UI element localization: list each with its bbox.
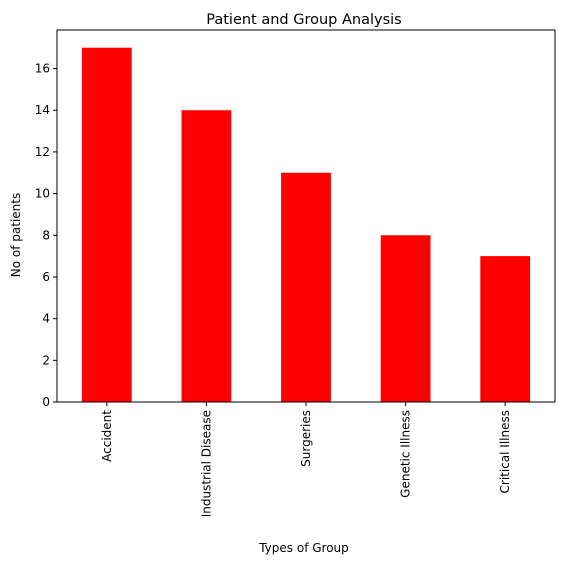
y-tick-label: 16 xyxy=(35,62,50,76)
bar-surgeries xyxy=(281,172,331,402)
x-tick-label: Genetic Illness xyxy=(399,410,413,498)
y-tick-label: 10 xyxy=(35,187,50,201)
bar-industrial-disease xyxy=(181,110,232,403)
bars-layer xyxy=(81,47,531,403)
x-tick-label: Surgeries xyxy=(299,410,313,467)
y-tick-label: 4 xyxy=(42,312,50,326)
y-tick-label: 0 xyxy=(42,395,50,409)
y-tick-label: 2 xyxy=(42,353,50,367)
x-tick-label: Industrial Disease xyxy=(199,410,213,517)
y-axis-title: No of patients xyxy=(9,193,23,277)
x-axis-title: Types of Group xyxy=(258,541,349,555)
y-axis-ticks: 0 2 4 6 8 10 12 14 16 xyxy=(35,62,57,409)
plot-frame xyxy=(56,29,556,403)
y-tick-label: 6 xyxy=(42,270,50,284)
y-tick-label: 12 xyxy=(35,145,50,159)
y-tick-label: 8 xyxy=(42,228,50,242)
x-tick-label: Accident xyxy=(100,410,114,462)
bar-accident xyxy=(81,47,132,403)
chart-title: Patient and Group Analysis xyxy=(206,12,401,28)
y-tick-label: 14 xyxy=(35,103,50,117)
bar-critical-illness xyxy=(480,256,531,402)
x-tick-label: Critical Illness xyxy=(498,410,512,493)
bar-genetic-illness xyxy=(380,235,431,402)
x-axis-ticks: Accident Industrial Disease Surgeries Genet… xyxy=(100,402,512,517)
